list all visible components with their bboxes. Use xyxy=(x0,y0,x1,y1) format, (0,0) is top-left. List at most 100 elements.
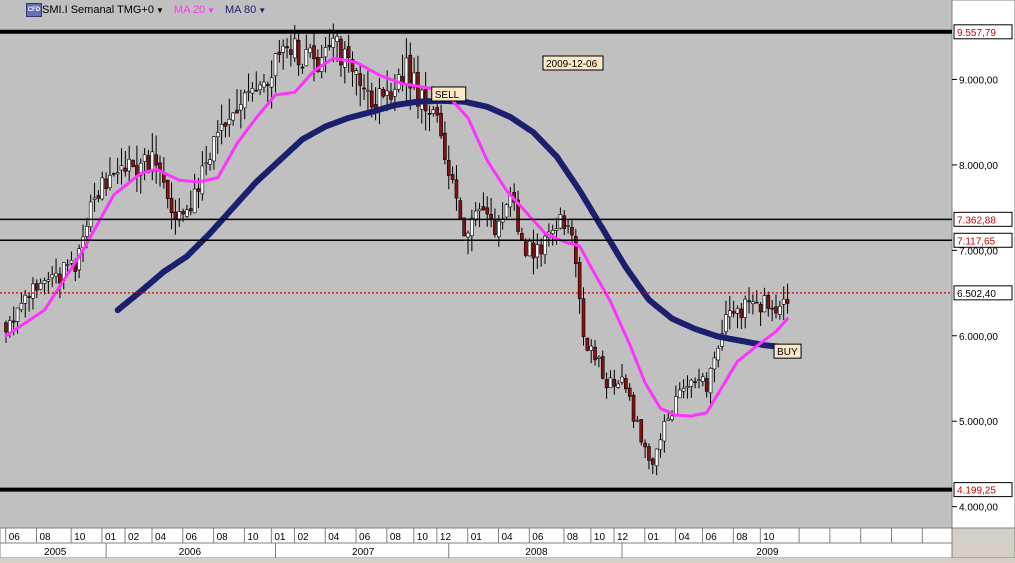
level-label: 9.557,79 xyxy=(957,28,996,39)
candle-body xyxy=(308,47,312,54)
candle-body xyxy=(647,446,651,461)
candle-body xyxy=(531,242,536,259)
candle-body xyxy=(681,388,686,392)
candle-body xyxy=(227,118,232,125)
ma20-selector[interactable]: MA 20 ▼ xyxy=(174,4,215,16)
candle-body xyxy=(489,214,493,220)
ma20-line xyxy=(4,56,790,418)
candle-body xyxy=(716,347,721,361)
candle-body xyxy=(504,204,509,218)
candle-body xyxy=(685,386,690,388)
candle-body xyxy=(46,279,51,282)
candle-body xyxy=(58,273,62,284)
candle-body xyxy=(616,383,620,388)
candle-body xyxy=(323,47,328,58)
candle-body xyxy=(439,112,443,137)
candle-body xyxy=(50,274,55,279)
candle-body xyxy=(666,418,671,421)
candle-body xyxy=(754,301,759,304)
candle-body xyxy=(712,357,717,370)
candle-body xyxy=(689,379,694,387)
price-axis-panel xyxy=(951,0,1015,529)
candle-body xyxy=(670,415,674,420)
candle-body xyxy=(708,367,713,394)
candle-body xyxy=(516,199,520,232)
month-tick-label: 10 xyxy=(74,532,86,543)
candle-body xyxy=(366,89,370,92)
month-tick-label: 04 xyxy=(502,532,514,543)
candle-body xyxy=(466,232,470,238)
candle-body xyxy=(54,272,58,277)
chevron-down-icon: ▼ xyxy=(155,5,164,15)
level-label: 4.199,25 xyxy=(957,486,996,497)
candle-body xyxy=(131,159,135,167)
candle-body xyxy=(493,220,497,235)
candle-body xyxy=(300,66,305,69)
candle-body xyxy=(269,77,274,88)
candle-body xyxy=(751,301,755,305)
candle-body xyxy=(69,259,74,264)
candle-body xyxy=(246,91,251,93)
symbol-label: SMI.I Semanal TMG+0 xyxy=(42,4,154,16)
candle-body xyxy=(169,197,174,214)
month-tick-label: 02 xyxy=(128,532,140,543)
candle-body xyxy=(65,264,70,266)
month-tick-label: 10 xyxy=(417,532,429,543)
candle-body xyxy=(523,241,528,256)
candle-body xyxy=(416,71,420,107)
candle-body xyxy=(27,296,31,298)
level-label: 7.362,88 xyxy=(957,215,996,226)
candle-body xyxy=(335,35,339,42)
candle-body xyxy=(185,209,189,217)
month-tick-label: 08 xyxy=(736,532,748,543)
candle-body xyxy=(785,299,790,304)
candle-body xyxy=(212,136,216,162)
candle-body xyxy=(262,81,266,88)
candle-body xyxy=(11,320,16,323)
annotation-label: SELL xyxy=(435,90,460,101)
candle-body xyxy=(277,51,282,55)
candle-body xyxy=(42,280,47,284)
candle-body xyxy=(316,57,320,72)
month-tick-label: 12 xyxy=(617,532,629,543)
candle-body xyxy=(4,322,8,333)
candle-body xyxy=(38,283,43,291)
candle-body xyxy=(435,107,440,116)
candle-body xyxy=(112,173,116,175)
candle-body xyxy=(146,155,151,171)
candle-body xyxy=(539,244,543,255)
candle-body xyxy=(142,154,147,162)
candle-body xyxy=(346,46,351,58)
candle-body xyxy=(570,227,574,236)
month-tick-label: 12 xyxy=(440,532,452,543)
annotation-box xyxy=(773,343,802,359)
candle-body xyxy=(470,217,474,237)
candle-body xyxy=(404,57,409,86)
candle-body xyxy=(597,356,601,359)
candle-body xyxy=(446,160,451,176)
candle-body xyxy=(119,165,124,171)
month-tick-label: 04 xyxy=(328,532,340,543)
month-tick-label: 01 xyxy=(105,532,117,543)
candle-body xyxy=(85,225,89,237)
candle-body xyxy=(485,207,490,215)
candle-body xyxy=(778,305,782,315)
month-tick-label: 01 xyxy=(471,532,483,543)
level-label: 7.117,65 xyxy=(957,236,996,247)
candle-body xyxy=(385,90,389,96)
candle-body xyxy=(258,84,262,91)
y-tick-label: 5.000,00 xyxy=(959,417,998,428)
candle-body xyxy=(762,295,767,313)
month-tick-label: 10 xyxy=(594,532,606,543)
ma20-label: MA 20 xyxy=(173,4,206,16)
symbol-selector[interactable]: SMI.I Semanal TMG+0 ▼ xyxy=(42,4,164,16)
ma80-selector[interactable]: MA 80 ▼ xyxy=(225,4,266,16)
candle-body xyxy=(650,458,655,465)
candle-body xyxy=(154,154,158,166)
candle-body xyxy=(92,197,97,200)
candle-body xyxy=(331,37,336,48)
candle-body xyxy=(454,179,459,199)
candle-body xyxy=(115,172,120,175)
candle-body xyxy=(774,306,778,314)
